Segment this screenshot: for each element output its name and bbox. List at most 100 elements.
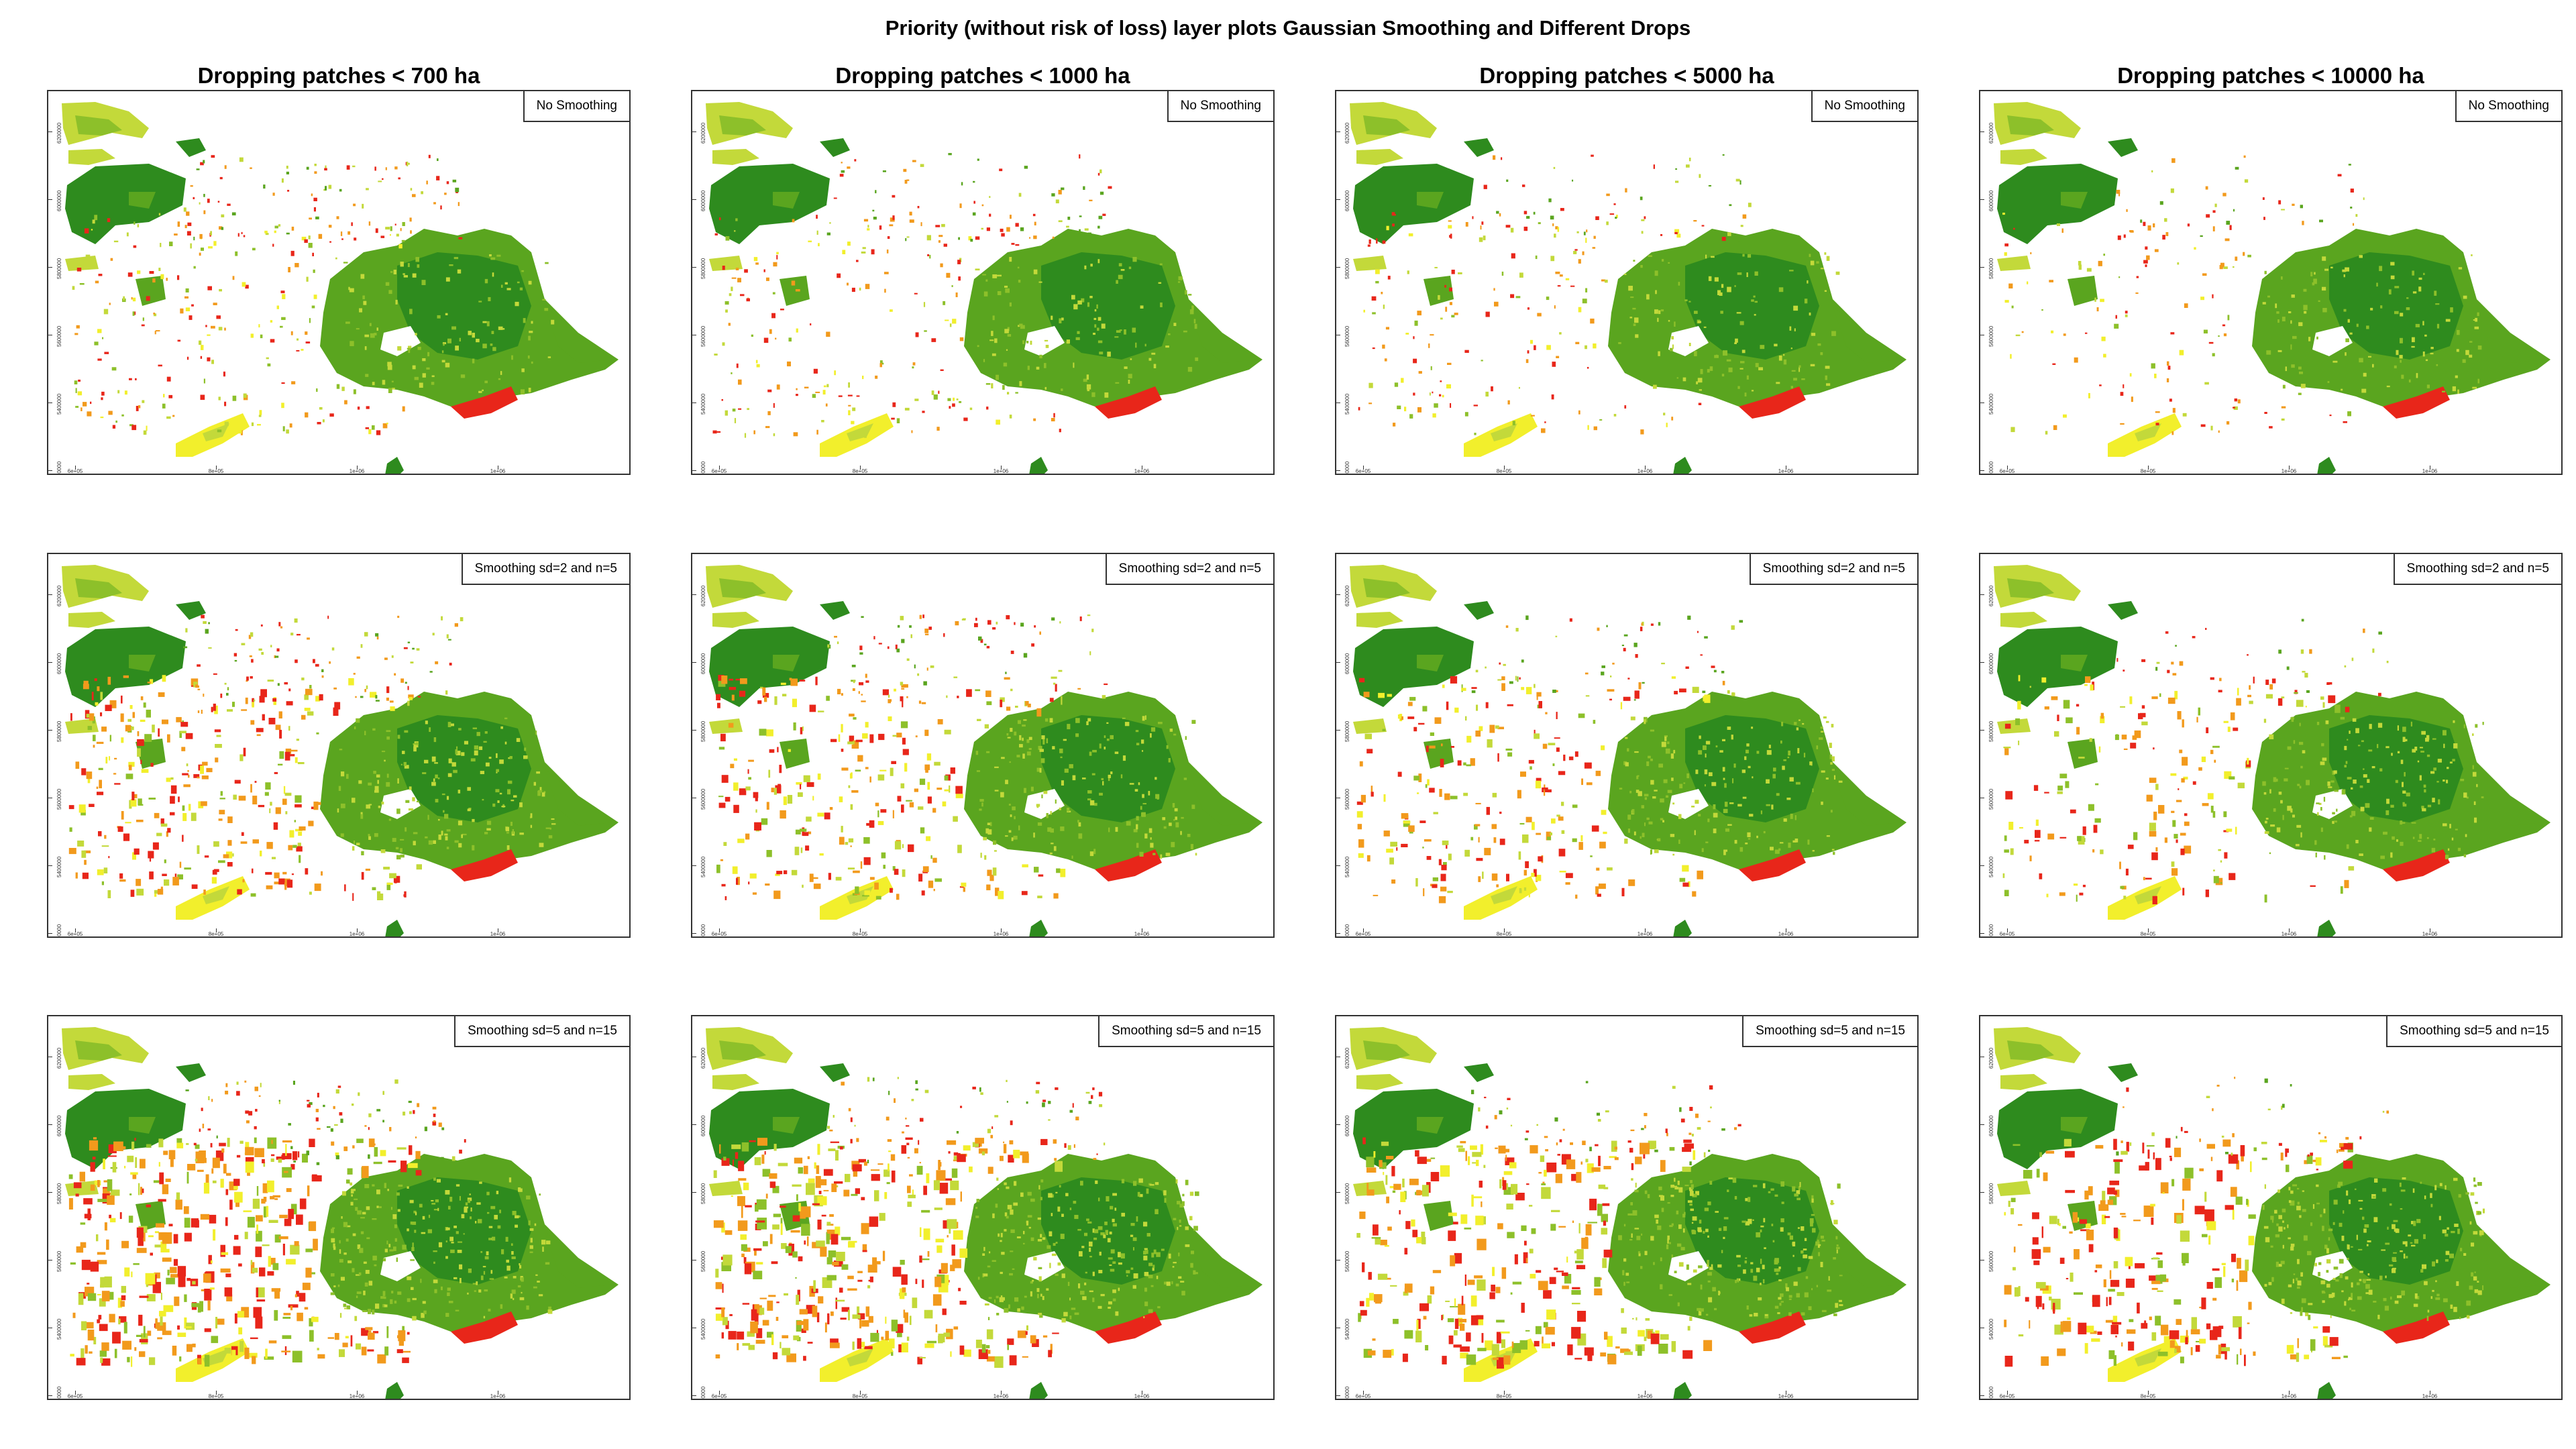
y-tick-label: 5800000 — [56, 720, 62, 742]
map-patch — [343, 1222, 347, 1228]
map-patch — [763, 1241, 768, 1246]
map-patch — [136, 406, 139, 411]
map-patch — [2155, 667, 2158, 671]
map-patch — [186, 1278, 191, 1281]
map-patch — [745, 833, 750, 840]
map-patch — [916, 1165, 923, 1175]
map-patch — [751, 334, 753, 337]
map-patch — [902, 737, 906, 745]
map-patch — [2078, 261, 2082, 266]
map-patch — [1704, 694, 1711, 703]
map-patch — [820, 1246, 827, 1257]
map-patch — [1704, 784, 1706, 787]
map-patch — [724, 896, 727, 900]
map-patch — [232, 853, 234, 857]
map-patch — [223, 854, 229, 859]
map-patch — [987, 1265, 991, 1268]
map-patch — [753, 1271, 763, 1279]
map-patch — [756, 1328, 763, 1338]
map-patch — [765, 426, 770, 429]
map-patch — [1554, 233, 1556, 238]
map-patch — [105, 704, 112, 711]
map-patch — [2130, 743, 2137, 749]
y-tick-label: 5200000 — [1988, 924, 1994, 938]
map-patch — [2044, 706, 2049, 710]
map-patch — [2204, 382, 2209, 385]
map-patch — [160, 1316, 163, 1326]
map-patch — [408, 694, 414, 698]
map-patch — [2141, 659, 2146, 662]
map-patch — [847, 1275, 854, 1279]
map-patch — [1036, 767, 1042, 772]
map-patch — [748, 1344, 755, 1350]
map-region-west-green — [2068, 739, 2098, 769]
map-patch — [1151, 352, 1156, 355]
map-patch — [409, 1111, 412, 1114]
map-patch — [449, 264, 453, 266]
map-patch — [921, 702, 926, 704]
map-patch — [351, 222, 353, 226]
map-patch — [336, 384, 340, 389]
map-patch — [500, 284, 503, 288]
map-patch — [412, 1297, 417, 1301]
map-patch — [768, 1295, 776, 1297]
map-patch — [309, 1330, 314, 1342]
map-patch — [467, 787, 471, 791]
map-patch — [1782, 765, 1785, 770]
map-patch — [447, 338, 451, 343]
map-patch — [294, 659, 298, 663]
map-patch — [484, 832, 488, 835]
map-patch — [2320, 761, 2325, 765]
map-patch — [2378, 631, 2382, 635]
map-patch — [422, 373, 426, 378]
map-patch — [349, 288, 354, 292]
map-patch — [1038, 874, 1044, 877]
map-patch — [204, 1354, 210, 1367]
map-patch — [529, 1245, 533, 1249]
map-patch — [467, 808, 471, 812]
map-patch — [1061, 696, 1063, 705]
map-patch — [2457, 329, 2460, 335]
map-patch — [900, 721, 908, 729]
map-patch — [1189, 1191, 1194, 1196]
map-patch — [433, 1209, 438, 1211]
map-patch — [2433, 767, 2436, 771]
map-patch — [488, 297, 491, 301]
map-patch — [1175, 816, 1177, 820]
map-patch — [170, 796, 175, 804]
map-patch — [382, 380, 386, 385]
x-tick-label: 1e+06 — [1637, 931, 1653, 937]
map-patch — [354, 1198, 358, 1200]
map-patch — [986, 1329, 994, 1340]
map-patch — [393, 1246, 396, 1251]
map-patch — [1691, 806, 1695, 808]
map-patch — [2297, 784, 2300, 786]
map-patch — [2347, 739, 2349, 741]
map-patch — [834, 635, 837, 638]
map-patch — [2304, 311, 2307, 314]
map-patch — [345, 321, 350, 324]
map-patch — [313, 801, 319, 810]
map-patch — [2103, 354, 2106, 358]
map-patch — [803, 1319, 809, 1331]
map-patch — [219, 810, 225, 814]
map-patch — [287, 190, 290, 192]
map-patch — [2361, 740, 2364, 743]
map-patch — [718, 802, 726, 808]
map-patch — [123, 296, 125, 301]
map-patch — [274, 1234, 281, 1243]
map-patch — [713, 1170, 717, 1178]
map-patch — [1097, 317, 1102, 321]
map-patch — [2300, 832, 2302, 838]
map-patch — [1517, 676, 1519, 682]
map-patch — [102, 1193, 110, 1203]
map-patch — [451, 1242, 454, 1244]
map-patch — [453, 1226, 457, 1228]
map-patch — [1181, 816, 1184, 819]
map-patch — [1418, 722, 1425, 725]
map-patch — [1507, 752, 1513, 757]
map-patch — [981, 204, 984, 207]
map-patch — [380, 1150, 386, 1157]
map-patch — [352, 846, 355, 851]
map-patch — [1662, 259, 1664, 262]
